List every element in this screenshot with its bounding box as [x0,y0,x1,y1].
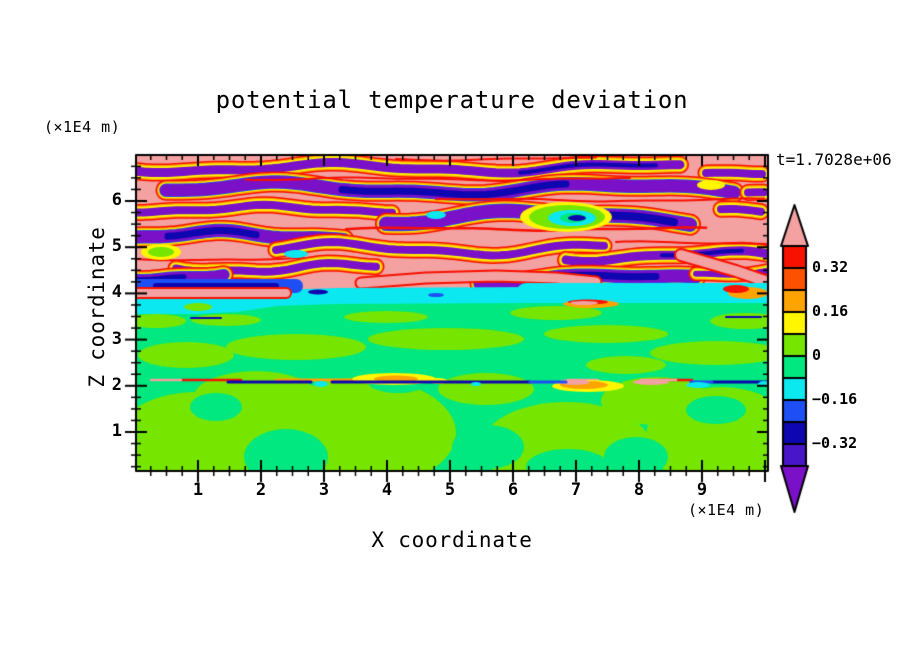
x-tick-label: 3 [318,480,330,500]
x-tick-label: 9 [696,480,708,500]
x-tick-label: 7 [570,480,582,500]
x-tick-label: 6 [507,480,519,500]
x-tick-label: 5 [444,480,456,500]
colorbar-label: 0.32 [812,258,849,276]
y-tick-label: 2 [111,374,122,395]
y-axis-unit: (×1E4 m) [44,118,121,136]
y-tick-label: 4 [111,282,122,303]
x-tick-label: 8 [633,480,645,500]
x-axis-label: X coordinate [371,528,533,552]
y-tick-label: 1 [111,421,122,441]
x-axis-unit: (×1E4 m) [688,501,765,519]
time-label: t=1.7028e+06 [776,150,892,169]
colorbar-label: 0 [812,346,822,364]
x-tick-label: 2 [255,480,267,500]
x-tick-label: 1 [192,480,204,500]
chart-title: potential temperature deviation [215,86,689,114]
x-tick-label: 4 [381,480,393,500]
colorbar-label: −0.16 [812,390,858,408]
y-tick-label: 3 [111,328,122,349]
y-tick-label: 5 [111,236,122,257]
colorbar-label: 0.16 [812,302,849,320]
colorbar-label: −0.32 [812,434,858,452]
y-tick-label: 6 [111,190,122,210]
